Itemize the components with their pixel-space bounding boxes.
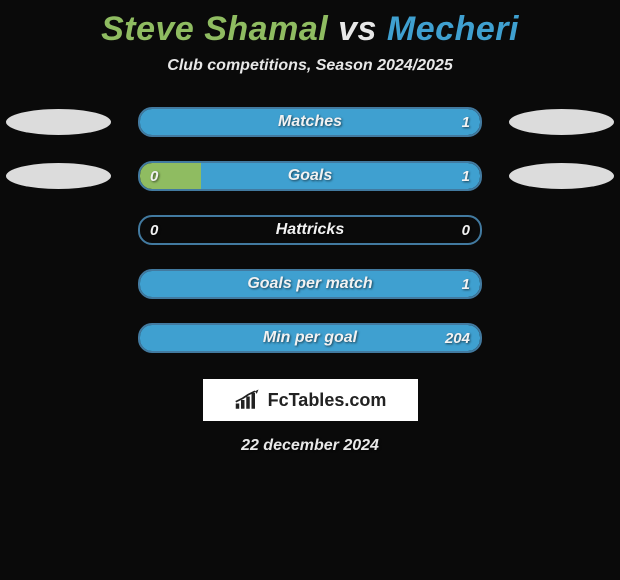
stat-bar: 204Min per goal xyxy=(138,323,482,353)
stat-row: 01Goals xyxy=(0,161,620,191)
date-label: 22 december 2024 xyxy=(241,437,379,455)
title-player2: Mecheri xyxy=(387,10,519,48)
bar-segment-player2 xyxy=(140,109,480,135)
bar-segment-player2 xyxy=(140,325,480,351)
stat-row: 1Goals per match xyxy=(0,269,620,299)
stat-bar: 0 0Hattricks xyxy=(138,215,482,245)
page-title: Steve Shamal vs Mecheri xyxy=(101,10,519,49)
stat-row: 1Matches xyxy=(0,107,620,137)
bar-segment-player2 xyxy=(201,163,480,189)
stat-bar: 1Goals per match xyxy=(138,269,482,299)
subtitle: Club competitions, Season 2024/2025 xyxy=(167,57,452,75)
player1-marker xyxy=(6,163,111,189)
stat-row: 0 0Hattricks xyxy=(0,215,620,245)
title-player1: Steve Shamal xyxy=(101,10,328,48)
stat-label: Hattricks xyxy=(140,217,480,243)
bar-segment-player2 xyxy=(140,271,480,297)
player2-marker xyxy=(509,109,614,135)
stat-bar: 1Matches xyxy=(138,107,482,137)
comparison-chart: 1Matches 01Goals 0 0Hattricks 1Goals per mat… xyxy=(0,107,620,353)
logo-text: FcTables.com xyxy=(268,390,387,411)
player2-marker xyxy=(509,163,614,189)
stat-bar: 01Goals xyxy=(138,161,482,191)
comparison-widget: Steve Shamal vs Mecheri Club competition… xyxy=(0,0,620,580)
stat-value-player2: 0 xyxy=(462,217,470,243)
bar-segment-player1 xyxy=(140,163,201,189)
player1-marker xyxy=(6,109,111,135)
chart-icon xyxy=(234,389,262,411)
title-vs: vs xyxy=(338,10,377,48)
stat-value-player1: 0 xyxy=(150,217,158,243)
stat-row: 204Min per goal xyxy=(0,323,620,353)
fctables-logo: FcTables.com xyxy=(203,379,418,421)
